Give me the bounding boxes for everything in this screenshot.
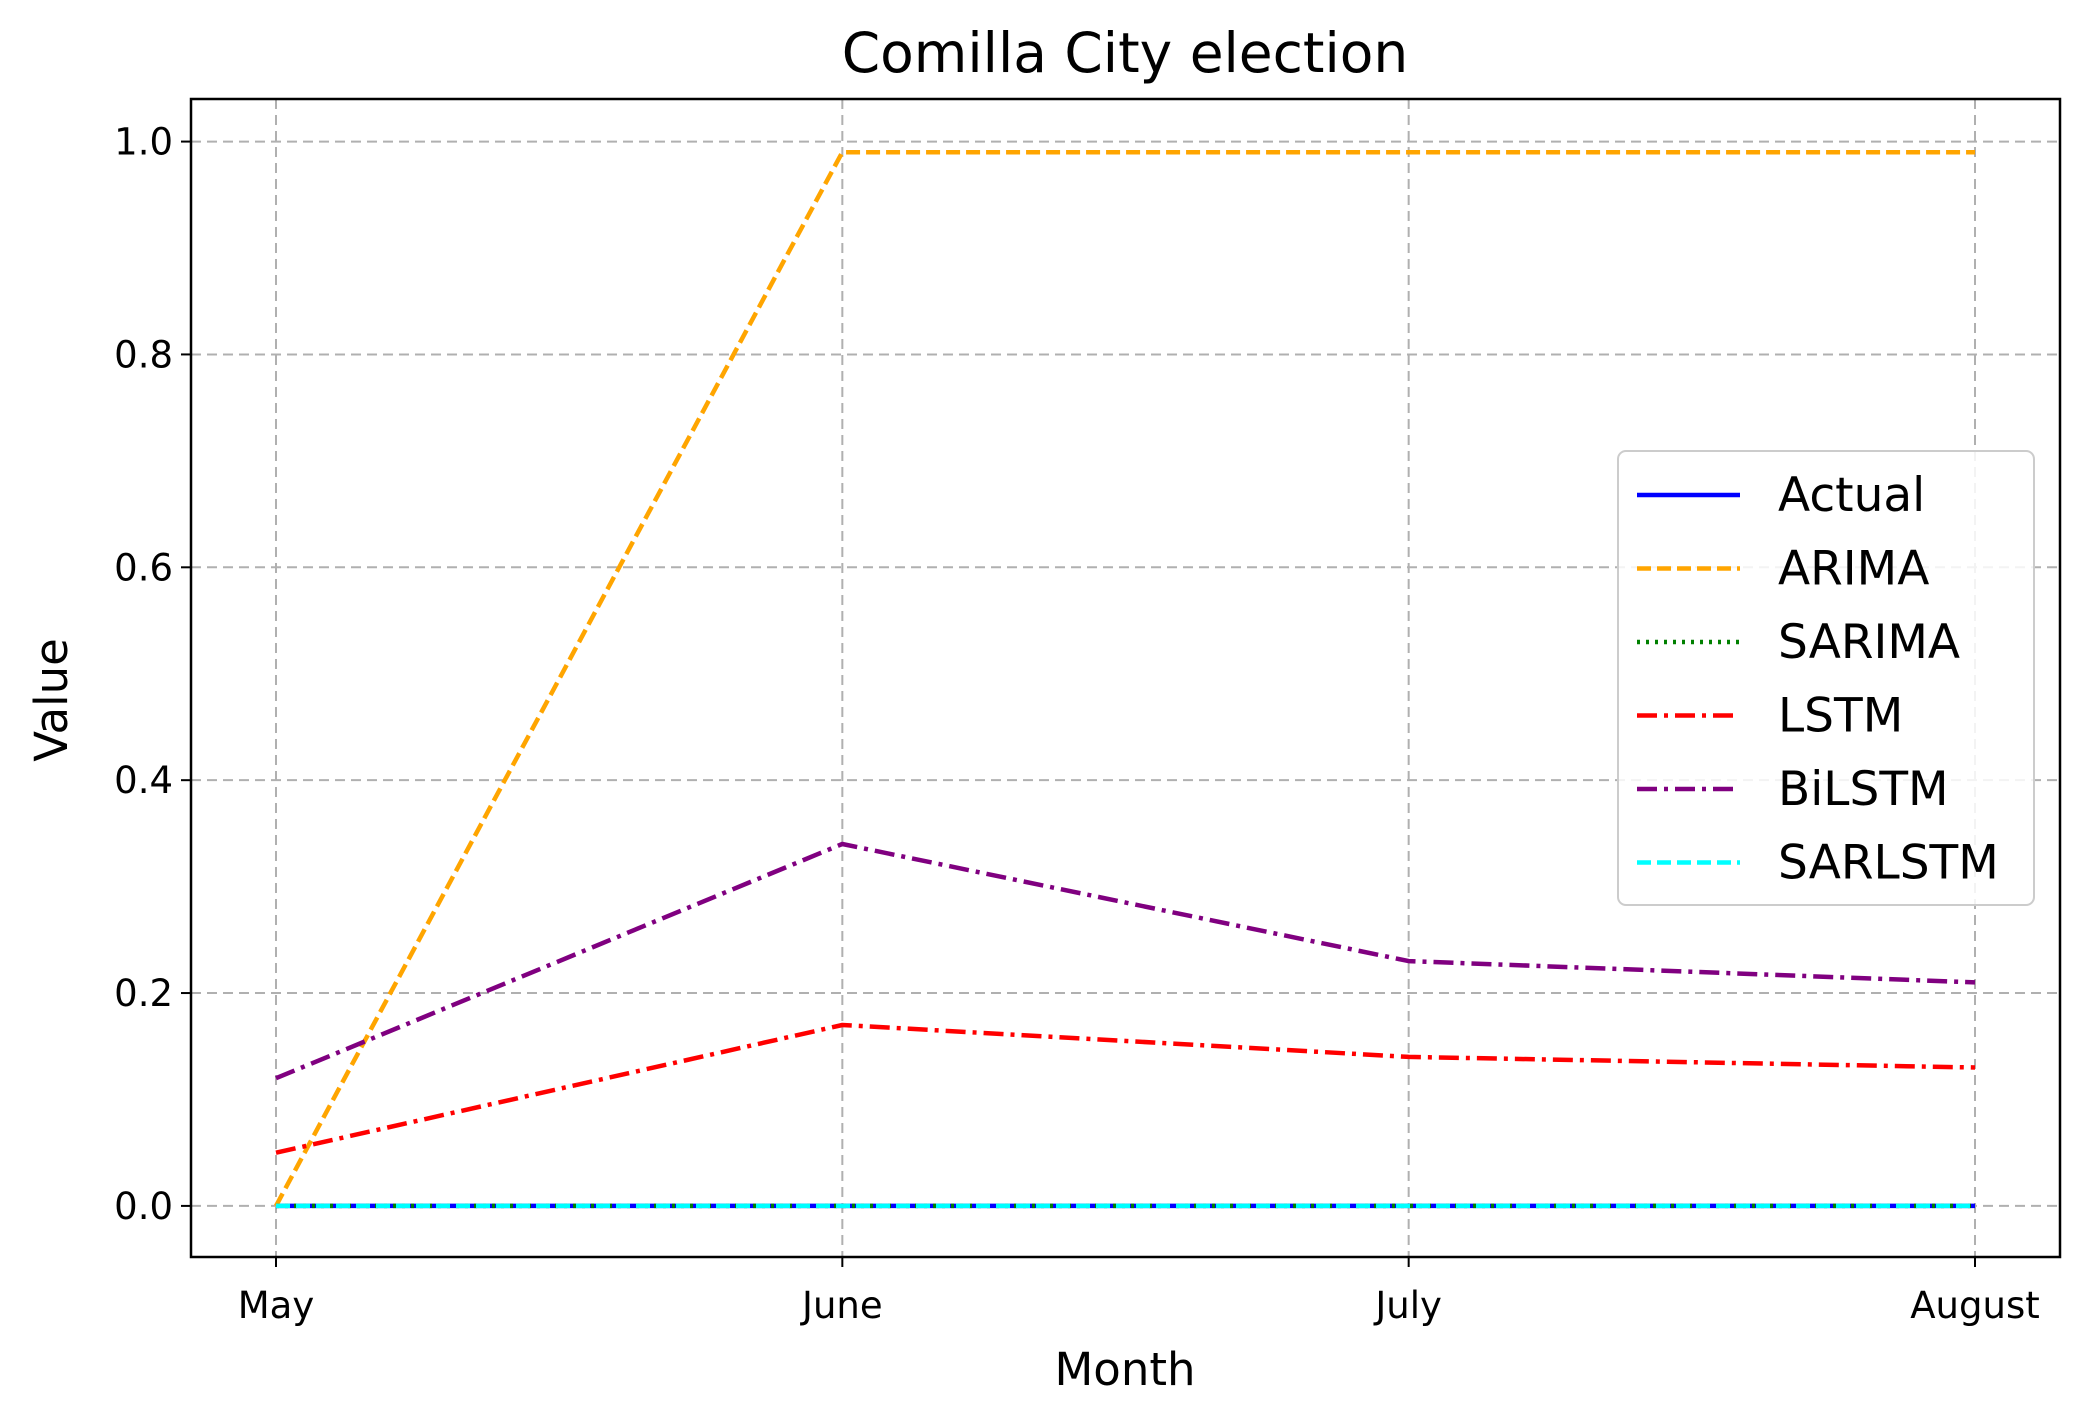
y-tick-label: 0.2: [114, 972, 173, 1015]
legend-label-lstm: LSTM: [1778, 689, 1903, 744]
x-axis-title: Month: [1054, 1343, 1195, 1396]
x-axis-ticks: May June July August: [238, 1257, 2040, 1327]
y-tick-label: 0.0: [114, 1185, 173, 1228]
x-tick-label: August: [1910, 1284, 2039, 1327]
legend-label-sarima: SARIMA: [1778, 615, 1960, 670]
y-tick-label: 0.8: [114, 333, 173, 376]
y-tick-label: 1.0: [114, 121, 173, 164]
legend-frame: [1617, 450, 2035, 906]
x-tick-label: May: [238, 1284, 315, 1327]
y-tick-label: 0.4: [114, 759, 173, 802]
y-tick-label: 0.6: [114, 546, 173, 589]
legend-label-actual: Actual: [1778, 468, 1925, 523]
plot-area-frame: [189, 97, 2062, 1259]
x-tick-label: July: [1373, 1284, 1442, 1327]
legend-label-bilstm: BiLSTM: [1778, 762, 1949, 817]
legend-label-sarlstm: SARLSTM: [1778, 836, 1999, 891]
x-tick-label: June: [800, 1284, 883, 1327]
chart-title: Comilla City election: [842, 21, 1409, 85]
series-line-bilstm: [275, 841, 1976, 1081]
series-lines: [274, 149, 1976, 1209]
series-line-lstm: [275, 1022, 1976, 1155]
legend: Actual ARIMA SARIMA LSTM BiLSTM SARLSTM: [1617, 450, 2035, 906]
series-line-arima: [274, 149, 1975, 1207]
legend-entries: Actual ARIMA SARIMA LSTM BiLSTM SARLSTM: [1637, 468, 1999, 891]
y-axis-title: Value: [25, 638, 78, 762]
legend-label-arima: ARIMA: [1778, 542, 1929, 597]
y-axis-ticks: 0.0 0.2 0.4 0.6 0.8 1.0: [114, 121, 191, 1228]
